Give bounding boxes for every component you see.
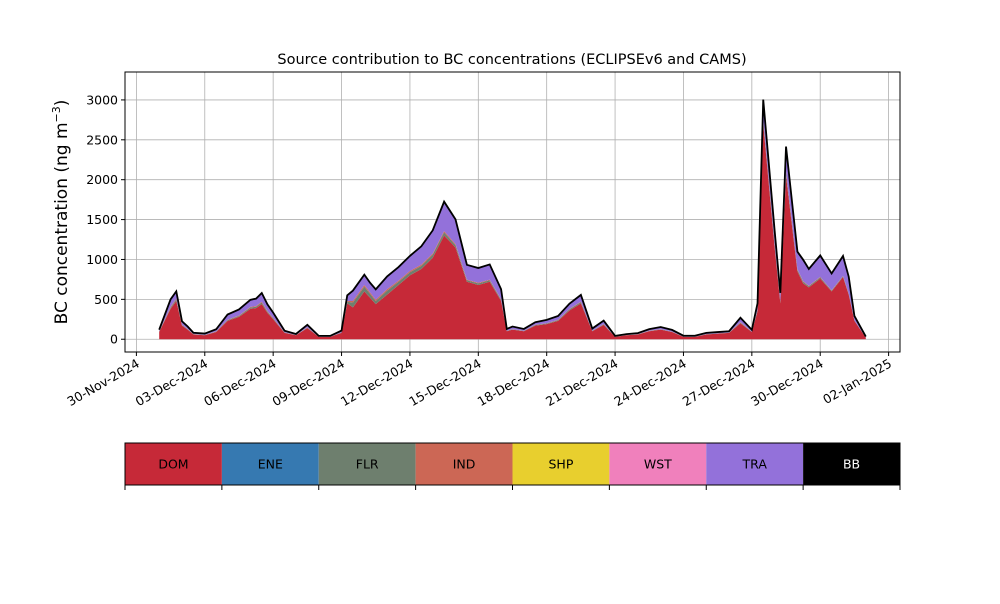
x-tick-label: 18-Dec-2024 xyxy=(475,356,553,409)
y-axis-label: BC concentration (ng m−3) xyxy=(50,100,72,325)
x-tick-label: 21-Dec-2024 xyxy=(543,356,621,409)
legend-label-dom: DOM xyxy=(158,457,188,472)
x-tick-label: 03-Dec-2024 xyxy=(133,356,211,409)
legend-label-bb: BB xyxy=(843,457,860,472)
x-tick-label: 09-Dec-2024 xyxy=(269,356,347,409)
legend-label-ind: IND xyxy=(453,457,476,472)
y-axis-label-main: BC concentration (ng m xyxy=(52,122,72,324)
x-tick-label: 12-Dec-2024 xyxy=(338,356,416,409)
legend-swatch-shp xyxy=(512,443,610,485)
x-tick-label: 06-Dec-2024 xyxy=(201,356,279,409)
legend-swatch-bb xyxy=(803,443,900,485)
area-series-dom xyxy=(159,123,866,340)
legend-swatch-wst xyxy=(609,443,707,485)
y-tick-label: 1000 xyxy=(86,252,118,267)
y-tick-label: 3000 xyxy=(86,92,118,107)
legend-label-tra: TRA xyxy=(742,457,768,472)
legend-swatch-tra xyxy=(706,443,804,485)
y-axis-label-sup: −3 xyxy=(50,106,63,122)
legend-label-wst: WST xyxy=(644,457,672,472)
x-tick-label: 27-Dec-2024 xyxy=(680,356,758,409)
y-tick-label: 2000 xyxy=(86,172,118,187)
x-tick-label: 30-Nov-2024 xyxy=(64,356,142,409)
y-tick-label: 2500 xyxy=(86,132,118,147)
legend: DOM ENE FLR IND SHP WST TRA BB xyxy=(124,442,901,490)
total-line xyxy=(158,99,867,338)
chart-title: Source contribution to BC concentrations… xyxy=(277,52,746,68)
legend-label-ene: ENE xyxy=(258,457,283,472)
legend-swatch-ene xyxy=(221,443,319,485)
plot-area: 0 500 1000 1500 2000 2500 3000 30-Nov-202403-De… xyxy=(64,71,901,409)
plot-frame xyxy=(124,71,901,353)
legend-swatch-flr xyxy=(318,443,416,485)
y-tick-label: 1500 xyxy=(86,212,118,227)
x-tick-label: 24-Dec-2024 xyxy=(611,356,689,409)
y-tick-label: 500 xyxy=(94,292,118,307)
legend-swatch-ind xyxy=(415,443,513,485)
y-tick-label: 0 xyxy=(110,332,118,347)
legend-swatch-dom xyxy=(125,443,222,485)
x-tick-label: 30-Dec-2024 xyxy=(748,356,826,409)
x-tick-label: 15-Dec-2024 xyxy=(406,356,484,409)
x-tick-label: 02-Jan-2025 xyxy=(820,356,894,407)
y-axis-label-close: ) xyxy=(52,100,72,107)
legend-label-shp: SHP xyxy=(549,457,574,472)
legend-label-flr: FLR xyxy=(356,457,379,472)
